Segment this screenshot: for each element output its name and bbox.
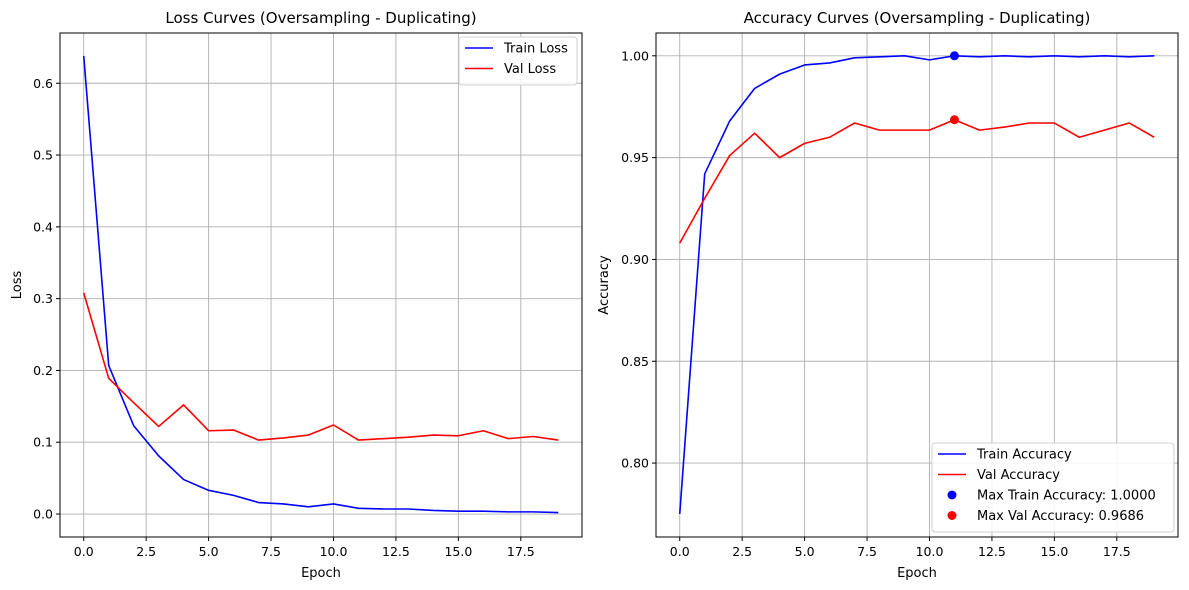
x-tick-label: 7.5: [857, 544, 877, 559]
y-tick-label: 0.3: [33, 291, 53, 306]
y-tick-label: 0.6: [33, 76, 53, 91]
chart-title: Loss Curves (Oversampling - Duplicating): [165, 9, 476, 27]
x-tick-label: 2.5: [732, 544, 752, 559]
x-tick-label: 0.0: [670, 544, 690, 559]
x-tick-label: 5.0: [199, 544, 219, 559]
legend-marker-swatch: [947, 490, 957, 500]
y-tick-label: 0.80: [621, 456, 649, 471]
y-tick-label: 0.2: [33, 363, 53, 378]
y-axis-label: Accuracy: [597, 255, 612, 315]
plot-frame: [655, 32, 1179, 538]
chart-title: Accuracy Curves (Oversampling - Duplicat…: [744, 9, 1091, 27]
legend: Train Accuracy Val Accuracy Max Train Accu…: [931, 442, 1175, 533]
max-marker-point: [949, 51, 959, 61]
x-tick-label: 7.5: [261, 544, 281, 559]
series-line-train-loss: [82, 55, 559, 514]
legend-entry-label: Val Accuracy: [977, 468, 1060, 483]
x-tick-label: 12.5: [978, 544, 1006, 559]
x-axis-label: Epoch: [897, 566, 937, 581]
y-tick-label: 0.0: [33, 507, 53, 522]
x-tick-label: 10.0: [320, 544, 348, 559]
x-tick-label: 15.0: [1040, 544, 1068, 559]
legend-entry-label: Max Train Accuracy: 1.0000: [977, 489, 1156, 504]
y-tick-label: 1.00: [621, 48, 649, 63]
legend-box: [458, 36, 578, 86]
x-tick-label: 5.0: [795, 544, 815, 559]
x-tick-label: 17.5: [507, 544, 535, 559]
x-axis-label: Epoch: [301, 566, 341, 581]
accuracy-chart: 0.0 2.5 5.0 7.5 10.0 12.5 15.0 17.5 0.80 0.85 0.90…: [597, 9, 1179, 581]
legend-entry-label: Max Val Accuracy: 0.9686: [977, 509, 1144, 524]
plot-frame: [59, 32, 583, 538]
x-tick-label: 15.0: [444, 544, 472, 559]
y-tick-label: 0.90: [621, 252, 649, 267]
legend-entry-label: Train Accuracy: [976, 448, 1072, 463]
y-tick-label: 0.4: [33, 219, 53, 234]
legend: Train Loss Val Loss: [458, 36, 578, 86]
y-tick-label: 0.85: [621, 354, 649, 369]
x-tick-label: 2.5: [136, 544, 156, 559]
legend-box: [931, 442, 1175, 533]
series-line-train-accuracy: [678, 55, 1155, 515]
y-tick-label: 0.1: [33, 435, 53, 450]
y-axis-label: Loss: [10, 271, 25, 300]
max-marker-point: [949, 115, 959, 125]
legend-marker-swatch: [947, 511, 957, 520]
legend-entry-label: Val Loss: [504, 62, 556, 77]
loss-chart: 0.0 2.5 5.0 7.5 10.0 12.5 15.0 17.5 0.0 0.1 0.2 0.3…: [10, 9, 583, 581]
x-tick-label: 0.0: [74, 544, 94, 559]
legend-entry-label: Train Loss: [503, 42, 568, 57]
series-line-val-loss: [82, 292, 559, 441]
x-tick-label: 10.0: [916, 544, 944, 559]
y-tick-label: 0.95: [621, 150, 649, 165]
x-tick-label: 12.5: [382, 544, 410, 559]
series-line-val-accuracy: [679, 118, 1155, 244]
x-tick-label: 17.5: [1103, 544, 1131, 559]
y-tick-label: 0.5: [33, 148, 53, 163]
